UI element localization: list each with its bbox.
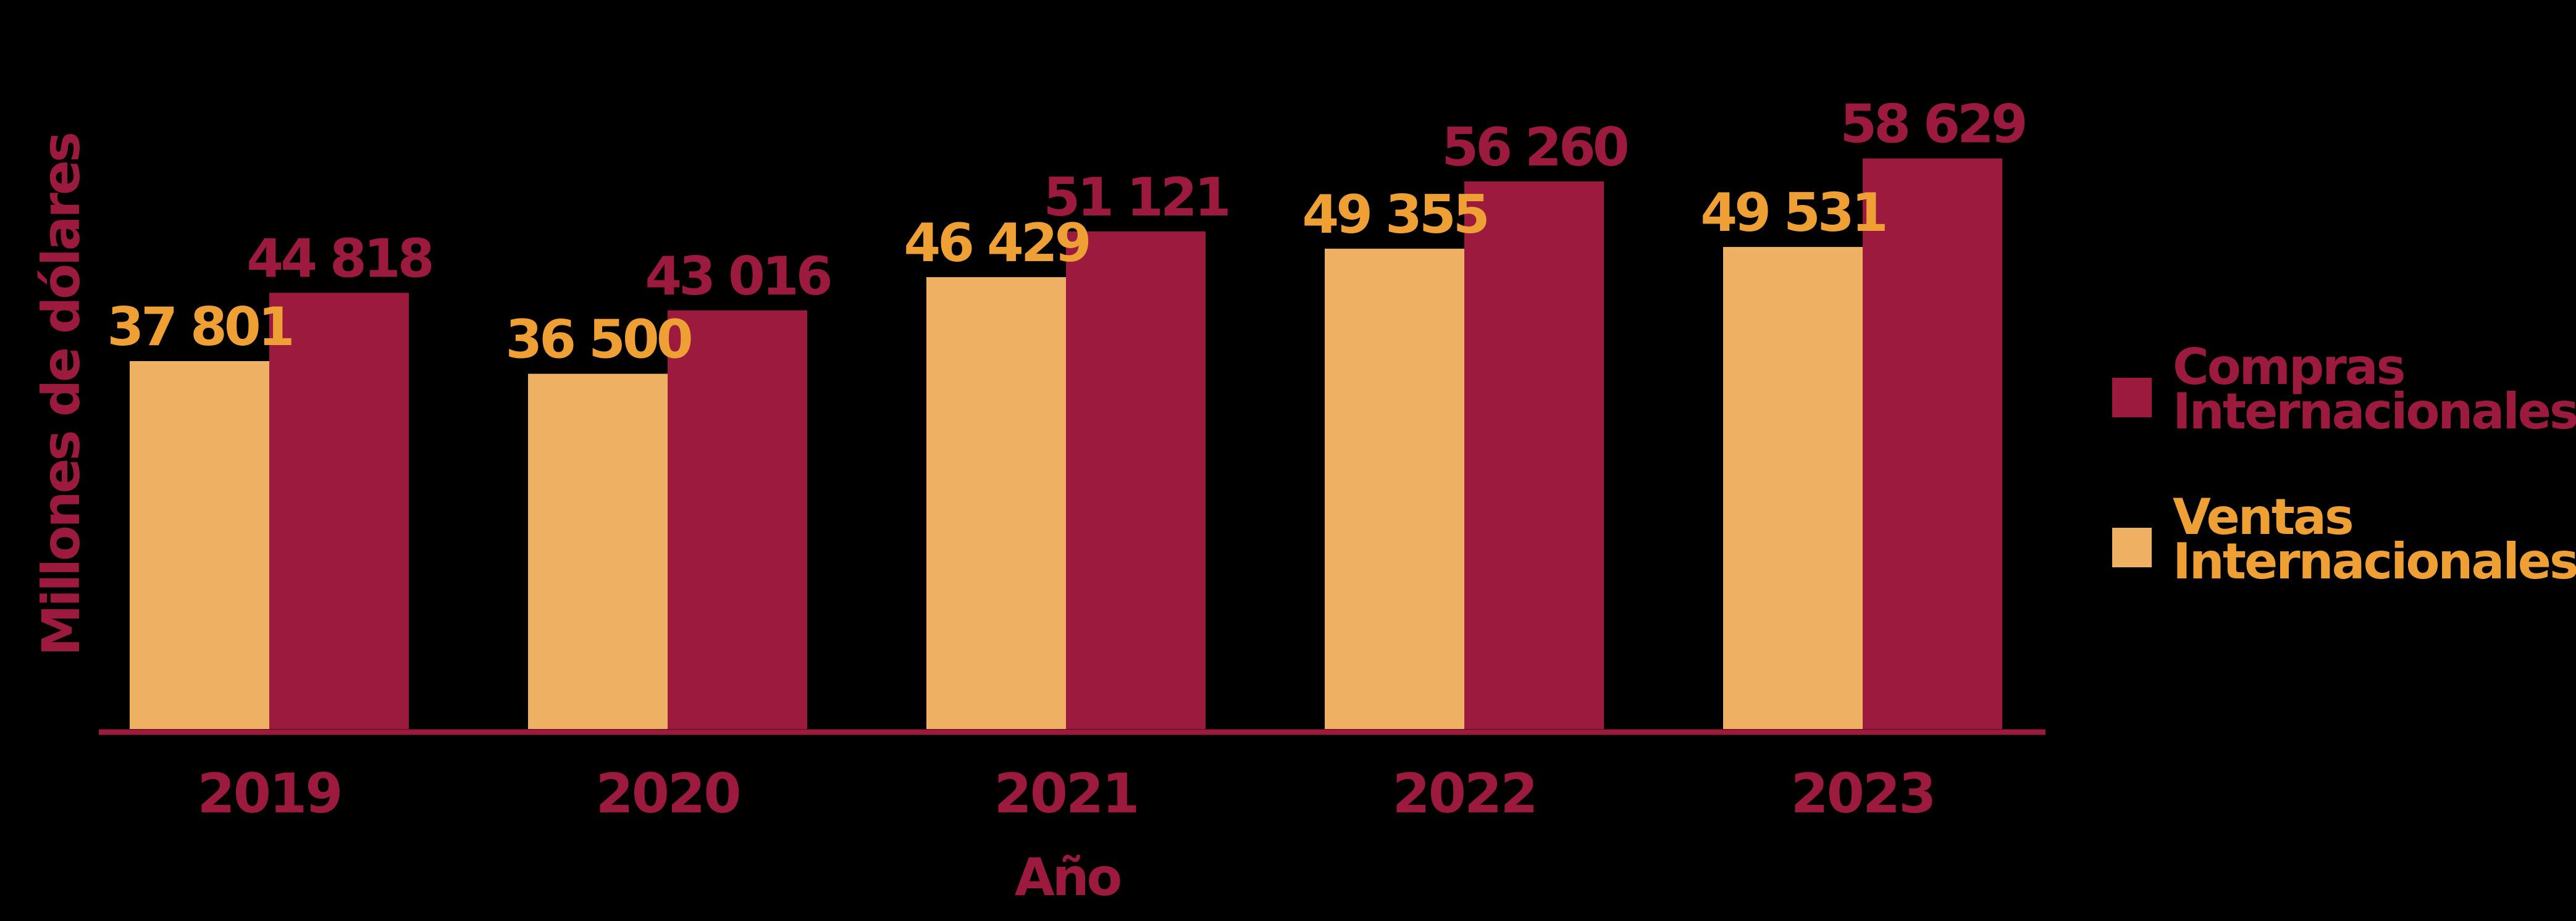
bar-ventas-2021 xyxy=(926,277,1066,729)
x-tick-label-2019: 2019 xyxy=(198,762,342,825)
bars-group xyxy=(130,158,2002,730)
x-tick-label-2021: 2021 xyxy=(994,762,1138,825)
bar-compras-2019 xyxy=(269,293,409,730)
x-tick-label-2020: 2020 xyxy=(596,762,740,825)
legend-label-ventas-line-2: Internacionales xyxy=(2173,533,2576,590)
x-axis-label: Año xyxy=(1015,847,1121,907)
data-label-compras-2020: 43 016 xyxy=(645,246,830,307)
data-label-ventas-2022: 49 355 xyxy=(1302,184,1487,246)
legend-label-compras-line-1: Compras xyxy=(2173,338,2404,396)
x-tick-label-2022: 2022 xyxy=(1393,762,1537,825)
x-tick-label-2023: 2023 xyxy=(1791,762,1935,825)
data-label-compras-2023: 58 629 xyxy=(1840,94,2024,156)
y-axis-label: Millones de dólares xyxy=(31,133,91,656)
legend-label-compras-line-2: Internacionales xyxy=(2173,383,2576,440)
x-tick-labels-group: 2019 2020 2021 2022 2023 xyxy=(198,762,1937,825)
data-label-ventas-2019: 37 801 xyxy=(107,296,292,358)
bar-ventas-2019 xyxy=(130,361,269,729)
bar-ventas-2020 xyxy=(528,373,668,729)
legend-swatch-ventas xyxy=(2112,528,2152,567)
bar-compras-2021 xyxy=(1066,231,1206,729)
data-label-ventas-2023: 49 531 xyxy=(1700,182,1885,244)
legend-label-ventas-line-1: Ventas xyxy=(2173,488,2352,546)
data-label-compras-2019: 44 818 xyxy=(246,228,431,290)
bar-ventas-2023 xyxy=(1723,247,1863,729)
data-label-compras-2022: 56 260 xyxy=(1441,117,1627,178)
bar-compras-2022 xyxy=(1464,181,1604,729)
data-label-ventas-2020: 36 500 xyxy=(505,309,690,371)
legend-swatch-compras xyxy=(2112,378,2152,417)
data-label-ventas-2021: 46 429 xyxy=(904,212,1088,274)
bar-ventas-2022 xyxy=(1325,248,1464,729)
bar-compras-2023 xyxy=(1863,158,2002,729)
legend: ComprasInternacionalesVentasInternaciona… xyxy=(2112,338,2576,590)
bar-compras-2020 xyxy=(668,310,807,729)
data-label-compras-2021: 51 121 xyxy=(1043,167,1228,228)
